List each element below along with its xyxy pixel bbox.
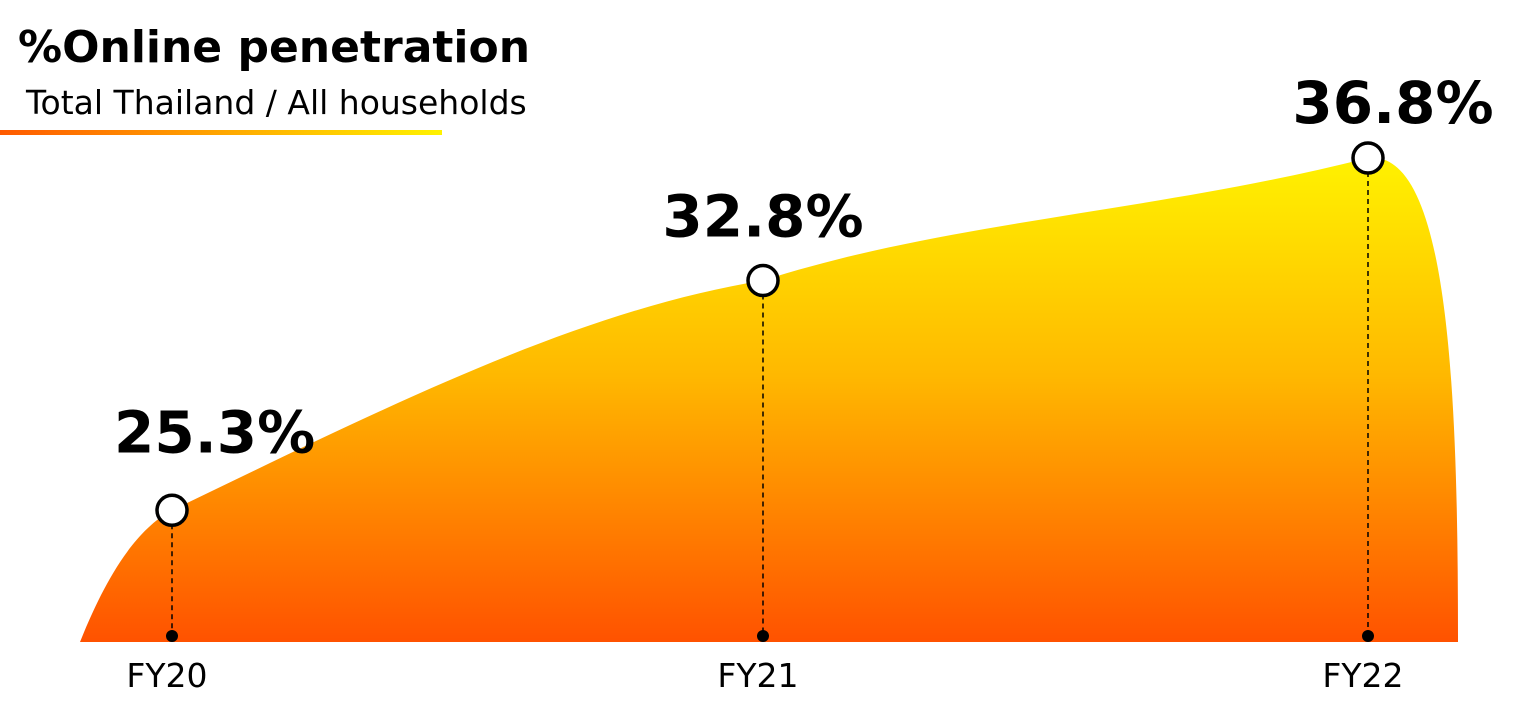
x-tick-label: FY21 — [717, 656, 798, 695]
data-point-marker — [746, 263, 780, 298]
data-label: 36.8% — [1292, 69, 1493, 137]
title-underline — [0, 130, 442, 135]
data-point-marker — [1351, 141, 1385, 175]
chart-subtitle: Total Thailand / All households — [25, 83, 527, 122]
x-tick-label: FY22 — [1322, 656, 1403, 695]
baseline-dot — [757, 630, 769, 642]
chart-marks: 25.3% FY20 32.8% FY21 36.8% FY22 — [114, 69, 1494, 695]
chart-title: %Online penetration — [18, 22, 530, 73]
baseline-dot — [166, 630, 178, 642]
penetration-area — [80, 157, 1458, 642]
baseline-dot — [1362, 630, 1374, 642]
data-label: 25.3% — [114, 398, 315, 466]
x-tick-label: FY20 — [126, 656, 207, 695]
data-label: 32.8% — [662, 183, 863, 251]
data-point-marker — [155, 493, 189, 528]
